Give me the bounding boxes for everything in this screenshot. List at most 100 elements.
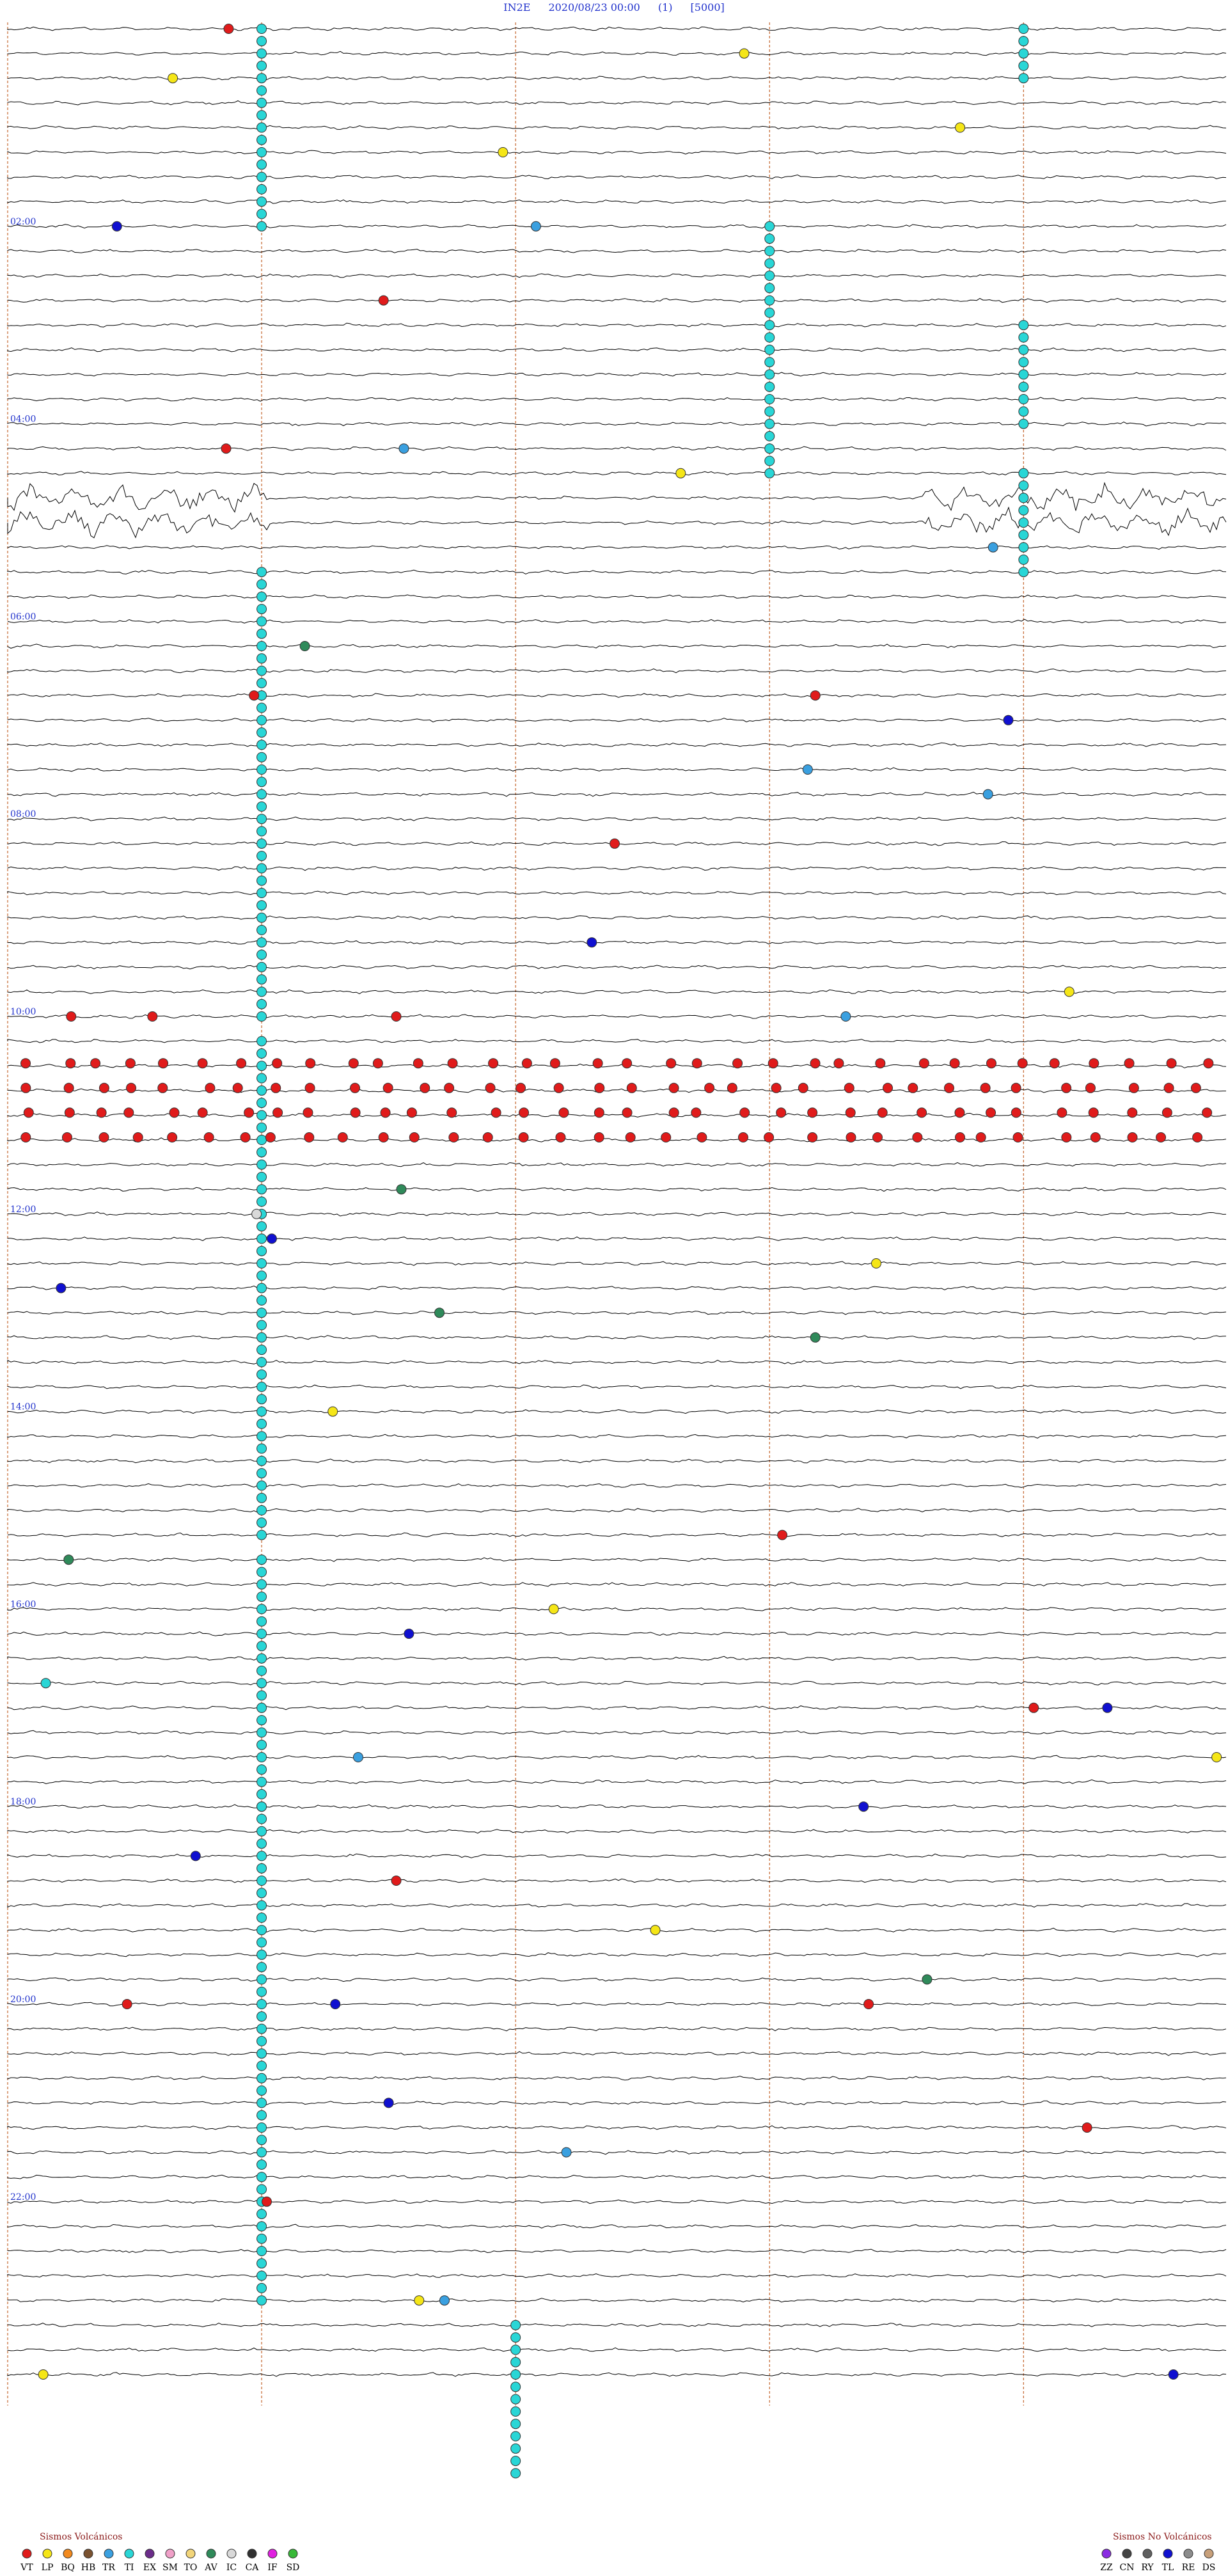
trace-row-5 <box>7 150 1227 155</box>
ti-marker-3-62.5 <box>256 1567 267 1577</box>
vt-swarm-43-10 <box>382 1082 393 1093</box>
ti-marker-4-87 <box>256 2172 267 2183</box>
legend-non-volcanic-title: Sismos No Volcánicos <box>1113 2532 1212 2542</box>
ti-marker-4-74 <box>256 1851 267 1861</box>
ti-marker-4-84 <box>256 2098 267 2108</box>
ti-marker-2-55 <box>256 1382 267 1392</box>
trace-row-91 <box>7 2273 1227 2279</box>
ti-marker-4-83 <box>256 2073 267 2083</box>
ti-marker-4-75 <box>256 1876 267 1886</box>
vt-swarm-43-3 <box>126 1082 137 1093</box>
trace-row-45 <box>7 1137 1227 1142</box>
ti-marker-8-20 <box>1018 518 1029 528</box>
event-AV-12 <box>299 641 310 651</box>
trace-row-79 <box>7 1977 1227 1982</box>
event-LP-41 <box>1211 1752 1222 1762</box>
vt-swarm-42-15 <box>549 1058 560 1069</box>
ti-marker-4-86.5 <box>256 2159 267 2170</box>
event-LP-45 <box>650 1925 661 1936</box>
vt-swarm-45-30 <box>1090 1132 1101 1142</box>
vt-swarm-45-32 <box>1156 1132 1167 1142</box>
vt-swarm-43-14 <box>516 1082 526 1093</box>
ti-marker-9-99 <box>510 2468 521 2479</box>
event-TL-39 <box>1102 1702 1113 1713</box>
event-VT-38 <box>1028 1702 1039 1713</box>
vt-swarm-42-22 <box>810 1058 821 1069</box>
ti-marker-0-6.5 <box>256 184 267 194</box>
trace-row-54 <box>7 1359 1227 1364</box>
ti-marker-2-46 <box>256 1159 267 1170</box>
trace-row-80 <box>7 2002 1227 2007</box>
event-VT-44 <box>391 1876 402 1886</box>
trace-row-76 <box>7 1903 1227 1908</box>
ti-marker-9-98.5 <box>510 2456 521 2467</box>
event-TL-19 <box>586 937 597 948</box>
legend-label-EX: EX <box>143 2563 156 2573</box>
ti-marker-2-47.5 <box>256 1196 267 1207</box>
event-VT-9 <box>221 443 232 454</box>
vt-swarm-45-14 <box>518 1132 529 1142</box>
ti-marker-4-91 <box>256 2270 267 2281</box>
trace-row-18 <box>7 471 1227 476</box>
ti-marker-3-62 <box>256 1554 267 1565</box>
ti-marker-0-5.5 <box>256 159 267 170</box>
event-TR-55 <box>439 2295 450 2306</box>
ti-marker-1-22 <box>256 567 267 578</box>
vt-swarm-44-10 <box>380 1107 391 1118</box>
ti-marker-0-7 <box>256 196 267 207</box>
trace-row-72 <box>7 1804 1227 1809</box>
vt-swarm-42-14 <box>521 1058 532 1069</box>
legend-dot-RY <box>1142 2548 1153 2559</box>
event-VT-13 <box>249 690 260 701</box>
vt-swarm-42-4 <box>158 1058 169 1069</box>
ti-marker-9-97 <box>510 2419 521 2430</box>
event-VT-18 <box>610 838 620 849</box>
vt-swarm-44-7 <box>272 1107 283 1118</box>
ti-marker-0-3.5 <box>256 110 267 121</box>
vt-swarm-44-14 <box>519 1107 530 1118</box>
ti-marker-9-93 <box>510 2319 521 2330</box>
ti-marker-2-45 <box>256 1135 267 1145</box>
ti-marker-0-7.5 <box>256 209 267 219</box>
event-VT-0 <box>223 24 234 34</box>
ti-marker-1-31 <box>256 789 267 800</box>
legend-dot-AV <box>206 2548 216 2559</box>
vt-swarm-45-12 <box>448 1132 459 1142</box>
ti-marker-2-51 <box>256 1283 267 1293</box>
ti-marker-1-32.5 <box>256 826 267 837</box>
trace-row-42 <box>7 1063 1227 1069</box>
ti-marker-4-81 <box>256 2023 267 2034</box>
ti-marker-9-95.5 <box>510 2382 521 2392</box>
ti-marker-5-16 <box>764 418 775 429</box>
ti-marker-5-14.5 <box>764 381 775 392</box>
vt-swarm-45-0 <box>20 1132 31 1142</box>
ti-marker-3-71 <box>256 1776 267 1787</box>
ti-marker-2-44.5 <box>256 1122 267 1133</box>
event-AV-34 <box>63 1554 74 1565</box>
vt-swarm-44-32 <box>1161 1107 1172 1118</box>
legend-label-LP: LP <box>42 2563 54 2573</box>
vt-swarm-43-29 <box>1061 1082 1072 1093</box>
time-label-06:00: 06:00 <box>10 612 36 622</box>
vt-swarm-45-33 <box>1192 1132 1203 1142</box>
ti-marker-4-75.5 <box>256 1888 267 1899</box>
vt-swarm-42-3 <box>125 1058 136 1069</box>
legend-dot-TO <box>185 2548 196 2559</box>
trace-row-35 <box>7 890 1227 896</box>
vt-swarm-43-1 <box>63 1082 74 1093</box>
ti-marker-2-59.5 <box>256 1492 267 1503</box>
trace-row-81 <box>7 2027 1227 2032</box>
trace-row-15 <box>7 397 1227 402</box>
hour-marker-lines <box>7 22 1024 2406</box>
legend-dot-TI <box>124 2548 134 2559</box>
trace-row-93 <box>7 2323 1227 2328</box>
event-TL-50 <box>383 2098 394 2108</box>
trace-row-34 <box>7 865 1227 871</box>
event-LP-4 <box>498 147 508 157</box>
legend-dot-SM <box>165 2548 175 2559</box>
trace-row-60 <box>7 1508 1227 1513</box>
vt-swarm-43-12 <box>444 1082 455 1093</box>
event-TL-27 <box>266 1233 277 1244</box>
ti-marker-1-37.5 <box>256 949 267 960</box>
event-LP-56 <box>38 2369 49 2380</box>
